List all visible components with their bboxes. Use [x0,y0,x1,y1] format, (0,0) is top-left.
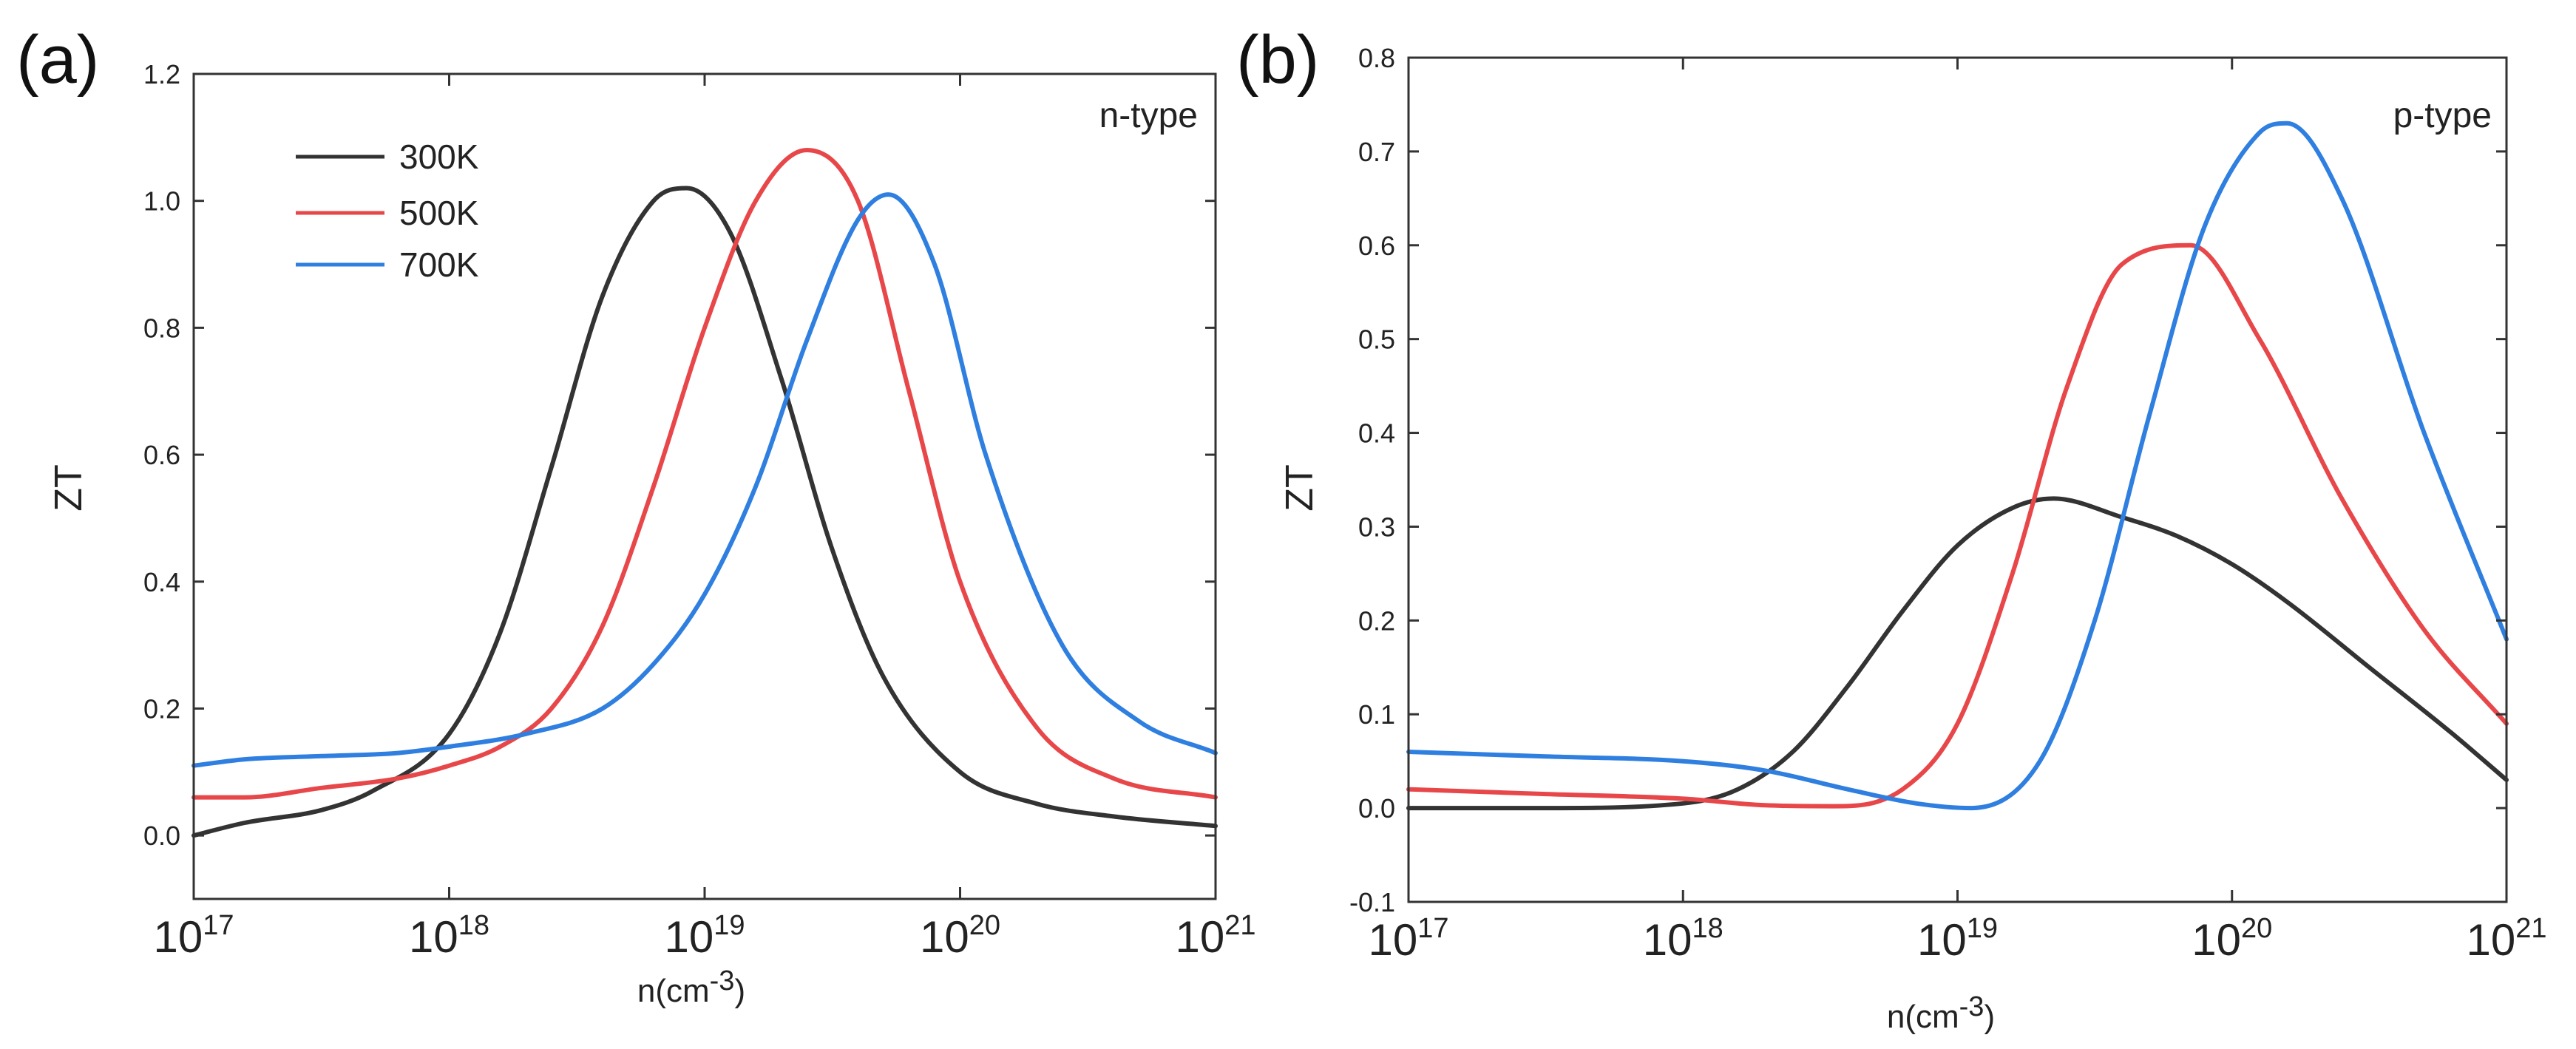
panel-b-ytick-label: 0.2 [1358,605,1395,636]
panel-b-ytick-label: -0.1 [1349,887,1395,917]
panel-a-legend: 300K 500K 700K [296,138,479,284]
panel-a-series-line-500k [191,148,1218,800]
panel-a-plot-area: 0.0 0.2 0.4 0.6 0.8 1.0 1.2 1017 1018 1019 1020 102… [143,59,1256,962]
panel-a-label: (a) [16,22,99,98]
panel-b-plot-area: -0.1 0.0 0.1 0.2 0.3 0.4 0.5 0.6 0.7 0.8 1017 1018 1… [1349,43,2547,965]
panel-b-ytick-label: 0.0 [1358,793,1395,824]
panel-b-series-line-700k [1406,120,2509,811]
panel-b-xtick-label: 1020 [2192,913,2272,965]
panel-b-ytick-label: 0.1 [1358,699,1395,730]
panel-a-ntype: (a) n-type ZT n(cm-3) 300K 500K 700K 0.0… [16,22,1256,1009]
panel-b-xtick-label: 1018 [1643,913,1723,965]
panel-b-ytick-label: 0.8 [1358,43,1395,73]
panel-a-ytick-label: 0.6 [143,440,180,470]
panel-b-label: (b) [1236,22,1319,98]
panel-b-ytick-label: 0.3 [1358,512,1395,542]
panel-b-ptype: (b) p-type ZT n(cm-3) -0.1 0.0 0.1 0.2 0.3 0.… [1236,22,2547,1035]
panel-b-series-line-500k [1406,242,2509,809]
panel-a-series-line-300k [191,186,1218,838]
panel-b-ytick-label: 0.6 [1358,231,1395,261]
legend-label-500k: 500K [399,194,479,232]
panel-b-axes-frame [1407,56,2508,903]
legend-label-300k: 300K [399,138,479,176]
panel-a-ytick-label: 0.0 [143,821,180,851]
panel-b-ytick-label: 0.7 [1358,137,1395,167]
panel-a-ytick-label: 0.2 [143,693,180,724]
panel-b-annotation: p-type [2393,96,2492,135]
panel-a-xlabel: n(cm-3) [637,965,745,1009]
panel-a-ylabel: ZT [47,464,90,512]
panel-b-ytick-label: 0.4 [1358,418,1395,449]
panel-b-xtick-label: 1021 [2466,913,2546,965]
panel-b-ytick-label: 0.5 [1358,325,1395,355]
panel-a-xtick-label: 1019 [664,910,745,962]
panel-b-xtick-label: 1019 [1917,913,1998,965]
panel-a-ytick-label: 1.0 [143,186,180,217]
legend-label-700k: 700K [399,245,479,284]
panel-b-xtick-label: 1017 [1368,913,1448,965]
panel-a-annotation: n-type [1099,96,1198,135]
panel-a-series-line-700k [191,192,1218,768]
panel-b-series-line-300k [1406,496,2509,811]
panel-a-xtick-label: 1018 [409,910,489,962]
panel-b-xlabel: n(cm-3) [1887,991,1995,1035]
panel-a-ytick-label: 0.8 [143,313,180,343]
panel-a-ytick-label: 0.4 [143,567,180,597]
panel-a-ytick-label: 1.2 [143,59,180,89]
panel-a-xtick-label: 1021 [1175,910,1255,962]
panel-b-ylabel: ZT [1278,464,1321,512]
panel-a-xtick-label: 1017 [153,910,234,962]
panel-a-xtick-label: 1020 [920,910,1000,962]
